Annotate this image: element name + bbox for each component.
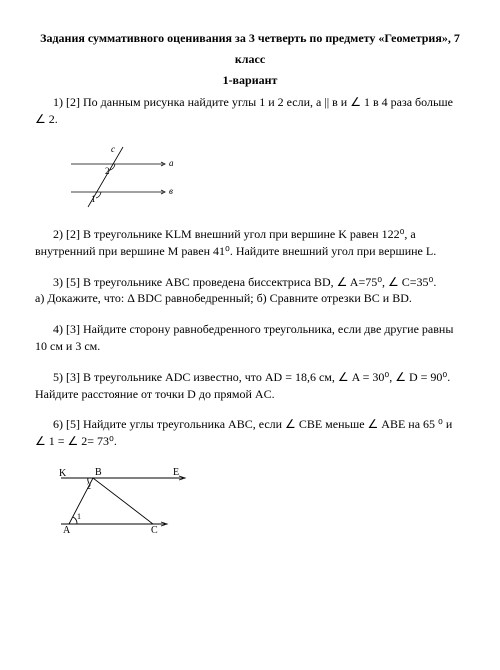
task-3-line1: 3) [5] В треугольнике ABC проведена бисс… [53, 275, 436, 289]
variant-label: 1-вариант [35, 72, 465, 89]
svg-text:B: B [95, 467, 102, 478]
task-4: 4) [3] Найдите сторону равнобедренного т… [35, 321, 465, 355]
task-3: 3) [5] В треугольнике ABC проведена бисс… [35, 274, 465, 308]
doc-title-line1: Задания суммативного оценивания за 3 чет… [35, 30, 465, 47]
svg-text:1: 1 [91, 194, 96, 204]
triangle-diagram: K B E A C 2 1 [53, 464, 193, 534]
svg-text:C: C [151, 525, 158, 534]
svg-text:в: в [169, 186, 173, 196]
diagram-1: c a в 2 1 [53, 142, 465, 212]
svg-text:2: 2 [87, 482, 91, 491]
task-5: 5) [3] В треугольнике ADC известно, что … [35, 369, 465, 403]
task-3-line2: а) Докажите, что: Δ BDC равнобедренный; … [35, 291, 412, 305]
svg-text:A: A [63, 525, 71, 534]
svg-text:a: a [169, 158, 174, 168]
svg-text:c: c [111, 144, 115, 154]
diagram-2: K B E A C 2 1 [53, 464, 465, 534]
svg-text:E: E [173, 467, 179, 478]
svg-text:K: K [59, 468, 67, 479]
task-1: 1) [2] По данным рисунка найдите углы 1 … [35, 94, 465, 128]
task-6: 6) [5] Найдите углы треугольника ABC, ес… [35, 416, 465, 450]
svg-text:1: 1 [77, 512, 81, 521]
task-2: 2) [2] В треугольнике KLM внешний угол п… [35, 226, 465, 260]
doc-title-line2: класс [35, 51, 465, 68]
parallel-lines-diagram: c a в 2 1 [53, 142, 183, 212]
svg-text:2: 2 [105, 166, 110, 176]
